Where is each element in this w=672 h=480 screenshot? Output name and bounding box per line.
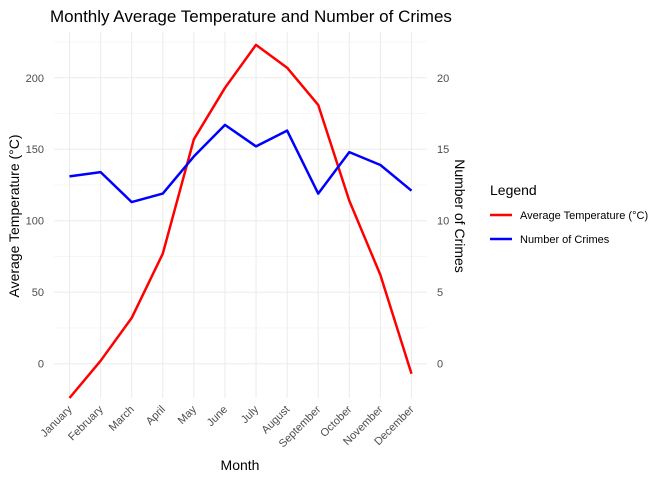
grid: [54, 32, 427, 398]
y-right-tick-label: 15: [437, 144, 449, 156]
x-tick-label: March: [107, 404, 137, 434]
y-tick-label: 150: [26, 144, 44, 156]
right-axis-ticks: 0 5 10 15 20: [437, 73, 449, 371]
chart-title: Monthly Average Temperature and Number o…: [50, 7, 452, 26]
y-axis-title: Average Temperature (°C): [6, 134, 22, 297]
series-line-average-temperature-c: [68, 43, 413, 399]
legend-label: Average Temperature (°C): [520, 210, 648, 222]
y-tick-label: 200: [26, 73, 44, 85]
y-tick-label: 0: [38, 359, 44, 371]
x-tick-label: July: [239, 403, 262, 426]
y-tick-label: 50: [32, 287, 44, 299]
y-right-tick-label: 0: [437, 359, 443, 371]
x-tick-label: June: [205, 404, 230, 429]
x-tick-label: May: [176, 403, 200, 427]
legend-label: Number of Crimes: [520, 234, 610, 246]
y-right-tick-label: 10: [437, 216, 449, 228]
legend-items: Average Temperature (°C) Number of Crimes: [490, 210, 648, 246]
x-tick-label: April: [144, 404, 168, 428]
x-tick-label: February: [66, 403, 106, 443]
left-axis-ticks: 0 50 100 150 200: [26, 73, 44, 371]
x-axis-title: Month: [221, 457, 260, 473]
y-right-axis-title: Number of Crimes: [452, 159, 468, 273]
y-right-tick-label: 20: [437, 73, 449, 85]
legend: Legend Average Temperature (°C) Number of…: [490, 182, 648, 246]
y-right-tick-label: 5: [437, 287, 443, 299]
series-line-number-of-crimes: [69, 123, 413, 204]
y-tick-label: 100: [26, 216, 44, 228]
series-layer: [68, 43, 413, 399]
legend-title: Legend: [490, 182, 537, 198]
